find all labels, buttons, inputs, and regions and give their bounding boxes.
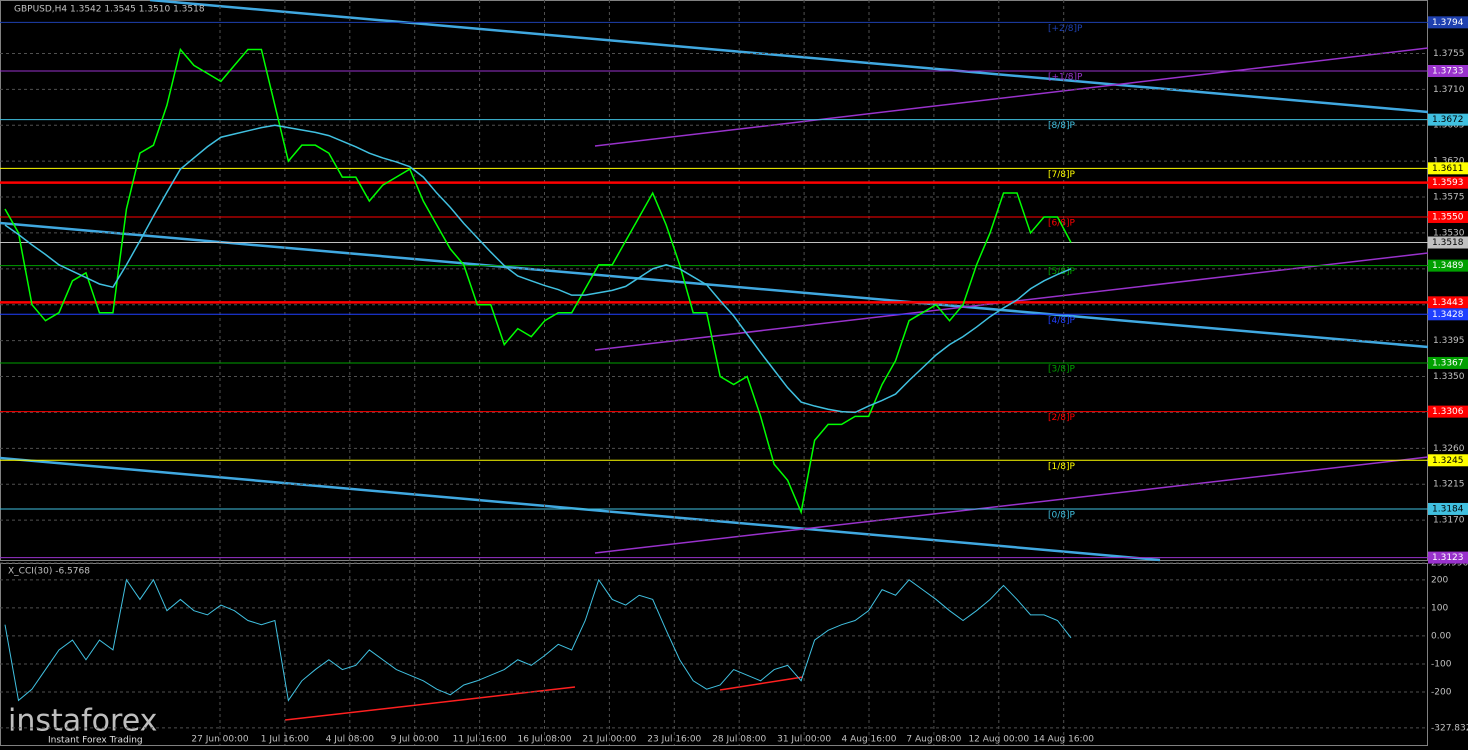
cci-tick-label: 0.00 bbox=[1431, 631, 1451, 641]
x-tick-label: 23 Jul 16:00 bbox=[647, 735, 701, 745]
y-tick-label: 1.3260 bbox=[1433, 444, 1465, 454]
price-box bbox=[1428, 236, 1468, 249]
x-tick-label: 1 Jul 16:00 bbox=[261, 735, 310, 745]
divergence-lines bbox=[284, 676, 804, 721]
x-tick-label: 27 Jun 00:00 bbox=[191, 735, 248, 745]
price-box-label: 1.3518 bbox=[1432, 238, 1464, 248]
price-box-label: 1.3794 bbox=[1432, 18, 1464, 28]
price-box-label: 1.3550 bbox=[1432, 212, 1464, 222]
chart-title: GBPUSD,H4 1.3542 1.3545 1.3510 1.3518 bbox=[14, 5, 205, 15]
trend-channel bbox=[0, 0, 1429, 562]
y-tick-label: 1.3170 bbox=[1433, 516, 1465, 526]
level-label: [2/8]P bbox=[1048, 413, 1076, 423]
grid bbox=[0, 0, 1428, 745]
cci-tick-label: -100 bbox=[1431, 659, 1452, 669]
price-box-label: 1.3306 bbox=[1432, 407, 1464, 417]
cci-tick-label: -327.8320 bbox=[1431, 723, 1468, 733]
y-tick-label: 1.3575 bbox=[1433, 193, 1465, 203]
series-line bbox=[4, 124, 1072, 414]
x-tick-label: 14 Aug 16:00 bbox=[1033, 735, 1094, 745]
price-box bbox=[1428, 162, 1468, 175]
brand: instaforex bbox=[8, 704, 157, 739]
price-box bbox=[1428, 16, 1468, 29]
price-box bbox=[1428, 356, 1468, 369]
series-line bbox=[4, 47, 1072, 515]
y-tick-label: 1.3530 bbox=[1433, 228, 1465, 238]
price-box-label: 1.3443 bbox=[1432, 298, 1464, 308]
price-box bbox=[1428, 176, 1468, 189]
level-label: [8/8]P bbox=[1048, 121, 1076, 131]
price-box bbox=[1428, 210, 1468, 223]
cci-frame bbox=[0, 563, 1428, 746]
tagline: Instant Forex Trading bbox=[48, 736, 143, 746]
y-tick-label: 1.3395 bbox=[1433, 336, 1465, 346]
price-box bbox=[1428, 454, 1468, 467]
price-box bbox=[1428, 405, 1468, 418]
level-label: [0/8]P bbox=[1048, 510, 1076, 520]
price-box-label: 1.3489 bbox=[1432, 261, 1464, 271]
price-box-label: 1.3733 bbox=[1432, 66, 1464, 76]
price-box bbox=[1428, 551, 1468, 564]
cci-title: X_CCI(30) -6.5768 bbox=[8, 567, 90, 577]
x-tick-label: 16 Jul 08:00 bbox=[518, 735, 572, 745]
cci-tick-label: 200 bbox=[1431, 575, 1448, 585]
price-box bbox=[1428, 64, 1468, 77]
y-tick-label: 1.3350 bbox=[1433, 372, 1465, 382]
y-tick-label: 1.3710 bbox=[1433, 85, 1465, 95]
level-label: [4/8]P bbox=[1048, 316, 1076, 326]
price-box bbox=[1428, 296, 1468, 309]
x-tick-label: 7 Aug 08:00 bbox=[906, 735, 961, 745]
y-tick-label: 1.3665 bbox=[1433, 121, 1465, 131]
cci-tick-label: 100 bbox=[1431, 603, 1448, 613]
level-label: [1/8]P bbox=[1048, 462, 1076, 472]
price-box bbox=[1428, 259, 1468, 272]
cci-tick-label: -200 bbox=[1431, 687, 1452, 697]
price-box-label: 1.3123 bbox=[1432, 553, 1464, 563]
x-tick-label: 4 Aug 16:00 bbox=[842, 735, 897, 745]
y-tick-label: 1.3620 bbox=[1433, 157, 1465, 167]
x-tick-label: 31 Jul 00:00 bbox=[777, 735, 831, 745]
price-box-label: 1.3184 bbox=[1432, 504, 1464, 514]
main-frame bbox=[0, 0, 1428, 561]
cci-line bbox=[4, 578, 1072, 702]
x-tick-label: 12 Aug 00:00 bbox=[968, 735, 1029, 745]
price-box-label: 1.3428 bbox=[1432, 310, 1464, 320]
price-box-label: 1.3245 bbox=[1432, 456, 1464, 466]
x-tick-label: 28 Jul 08:00 bbox=[712, 735, 766, 745]
price-box-label: 1.3611 bbox=[1432, 164, 1464, 174]
x-tick-label: 4 Jul 08:00 bbox=[326, 735, 375, 745]
price-box bbox=[1428, 502, 1468, 515]
y-tick-label: 1.3215 bbox=[1433, 480, 1465, 490]
level-label: [3/8]P bbox=[1048, 364, 1076, 374]
x-tick-label: 21 Jul 00:00 bbox=[582, 735, 636, 745]
price-box-label: 1.3593 bbox=[1432, 178, 1464, 188]
level-label: [+2/8]P bbox=[1048, 24, 1083, 34]
level-label: [+1/8]P bbox=[1048, 72, 1083, 82]
price-box bbox=[1428, 113, 1468, 126]
level-label: [7/8]P bbox=[1048, 170, 1076, 180]
x-tick-label: 9 Jul 00:00 bbox=[391, 735, 440, 745]
y-tick-label: 1.3755 bbox=[1433, 49, 1465, 59]
x-tick-label: 11 Jul 16:00 bbox=[453, 735, 507, 745]
price-box-label: 1.3367 bbox=[1432, 358, 1464, 368]
price-box-label: 1.3672 bbox=[1432, 115, 1464, 125]
price-box bbox=[1428, 308, 1468, 321]
